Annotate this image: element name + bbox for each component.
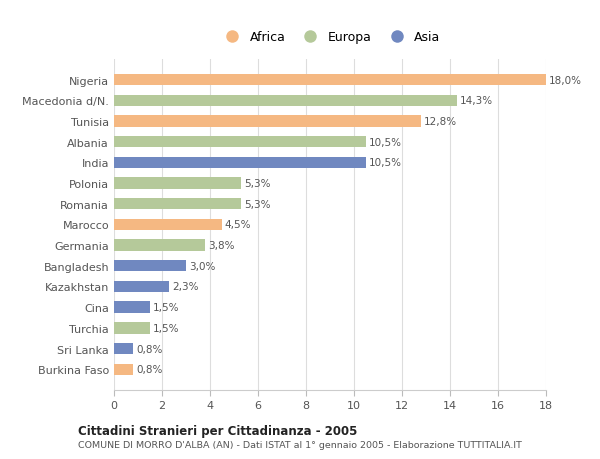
Bar — [114, 240, 205, 251]
Text: 0,8%: 0,8% — [136, 344, 163, 354]
Bar — [114, 261, 186, 272]
Bar — [114, 219, 222, 230]
Text: 10,5%: 10,5% — [369, 158, 402, 168]
Bar — [114, 364, 133, 375]
Text: 0,8%: 0,8% — [136, 364, 163, 375]
Text: 4,5%: 4,5% — [225, 220, 251, 230]
Bar — [114, 95, 457, 106]
Bar — [114, 302, 150, 313]
Bar — [114, 323, 150, 334]
Bar — [114, 178, 241, 189]
Text: 5,3%: 5,3% — [244, 179, 271, 189]
Text: 14,3%: 14,3% — [460, 96, 493, 106]
Text: 3,8%: 3,8% — [208, 241, 235, 251]
Text: 3,0%: 3,0% — [189, 261, 215, 271]
Text: 2,3%: 2,3% — [172, 282, 199, 292]
Legend: Africa, Europa, Asia: Africa, Europa, Asia — [215, 26, 445, 49]
Bar — [114, 343, 133, 354]
Bar — [114, 157, 366, 168]
Text: 1,5%: 1,5% — [153, 323, 179, 333]
Text: Cittadini Stranieri per Cittadinanza - 2005: Cittadini Stranieri per Cittadinanza - 2… — [78, 424, 358, 437]
Bar — [114, 199, 241, 210]
Bar — [114, 75, 546, 86]
Bar — [114, 281, 169, 292]
Text: 1,5%: 1,5% — [153, 302, 179, 313]
Text: 12,8%: 12,8% — [424, 117, 457, 127]
Text: 18,0%: 18,0% — [549, 75, 582, 85]
Bar — [114, 137, 366, 148]
Text: 5,3%: 5,3% — [244, 199, 271, 209]
Text: 10,5%: 10,5% — [369, 137, 402, 147]
Text: COMUNE DI MORRO D'ALBA (AN) - Dati ISTAT al 1° gennaio 2005 - Elaborazione TUTTI: COMUNE DI MORRO D'ALBA (AN) - Dati ISTAT… — [78, 441, 522, 449]
Bar — [114, 116, 421, 127]
